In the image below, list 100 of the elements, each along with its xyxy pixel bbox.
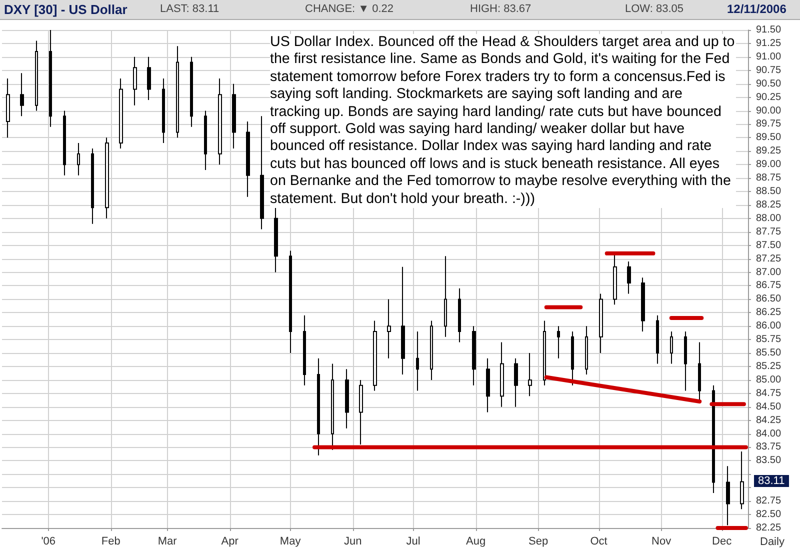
y-tick-label: 83.50 [756, 455, 782, 466]
candlestick [331, 363, 334, 450]
text: US Dollar Index. Bounced off the Head & Shoulders target area and up to the first resistance line. Same as Bonds and Gold, it's waiting for the Fed statement tomorrow before Forex traders try to form a concensus.Fed is saying soft landing. Stockmarkets are saying soft landing and are tracking up. Bonds are saying hard landing/ rate cuts but have bounced off support. Gold was saying hard landing/ weaker dollar but have bounced off resistance. Dollar Index was saying hard landing and rate cuts but has bounced off lows and is stuck beneath resistance. All eyes on Bernanke and the Fed tomorrow to maybe resolve everything with the statement. But don't hold your breath. :-))) [270, 34, 735, 207]
y-tick-label: 84.50 [756, 401, 782, 412]
candlestick [641, 277, 645, 332]
candlestick [176, 46, 179, 138]
candlestick [684, 330, 687, 392]
text: CHANGE: ▼ 0.22 [305, 3, 394, 15]
y-tick-label: 82.50 [756, 509, 782, 520]
candlestick [528, 352, 532, 397]
chart-title: DXY [30] - US Dollar [4, 2, 128, 17]
candlestick [373, 320, 377, 392]
y-tick-label: 88.00 [756, 212, 782, 224]
candlestick [91, 148, 94, 224]
x-tick-label: Dec [712, 536, 732, 548]
y-tick-label: 89.50 [756, 132, 782, 144]
candlestick [726, 466, 730, 526]
y-tick-label: 82.25 [756, 522, 782, 534]
y-tick-label: 85.75 [756, 334, 782, 346]
x-tick-label: Jul [406, 536, 420, 548]
y-tick-label: 87.75 [756, 226, 782, 238]
y-tick-label: 89.75 [756, 118, 782, 130]
y-tick-label: 84.25 [756, 414, 782, 426]
candlestick [204, 110, 207, 170]
candlestick [486, 358, 490, 413]
candlestick [571, 330, 574, 386]
candlestick [133, 56, 137, 106]
y-tick-label: 91.25 [756, 38, 782, 49]
text: LAST: 83.11 [160, 3, 220, 15]
y-tick-label: 89.00 [756, 159, 782, 170]
y-tick-label: 87.50 [756, 240, 782, 251]
candlestick [345, 368, 349, 429]
candlestick [627, 261, 631, 294]
candlestick [190, 56, 193, 128]
candlestick [218, 78, 222, 166]
y-tick-label: 86.00 [756, 320, 782, 332]
candlestick [458, 288, 461, 343]
x-tick-label: Jun [344, 536, 362, 548]
candlestick [599, 293, 603, 354]
y-tick-label: 82.75 [756, 496, 782, 507]
candlestick [289, 250, 292, 354]
candlestick [585, 326, 588, 376]
candlestick [613, 252, 617, 306]
y-tick-label: 88.50 [756, 186, 782, 198]
x-tick-label: Nov [652, 536, 672, 548]
candlestick [514, 358, 518, 408]
y-tick-label: 87.00 [756, 266, 782, 278]
x-tick-label: Feb [101, 536, 120, 548]
candlestick [359, 379, 363, 446]
candlestick [147, 56, 151, 100]
candlestick [303, 314, 306, 386]
candlestick [49, 30, 52, 128]
candlestick [387, 298, 391, 359]
candlestick [105, 137, 109, 219]
text: Daily [760, 536, 784, 548]
x-tick-label: '06 [41, 536, 56, 548]
y-tick-label: 84.75 [756, 388, 782, 399]
candlestick [246, 121, 250, 198]
candlestick [543, 320, 546, 386]
x-tick-label: Apr [221, 536, 239, 548]
candlestick [401, 266, 405, 376]
y-tick-label: 86.75 [756, 280, 782, 292]
x-tick-label: Sep [528, 536, 548, 548]
candlestick [63, 110, 66, 176]
candlestick [557, 326, 560, 359]
candlestick [20, 72, 24, 117]
y-tick-label: 85.50 [756, 348, 782, 359]
x-tick-label: Mar [158, 536, 178, 548]
candlestick [430, 320, 433, 380]
candlestick [416, 330, 419, 392]
y-tick-label: 90.00 [756, 105, 782, 116]
y-tick-label: 89.25 [756, 146, 782, 157]
y-tick-label: 84.00 [756, 428, 782, 440]
candlestick [444, 256, 447, 338]
candlestick [162, 78, 165, 144]
y-tick-label: 85.00 [756, 374, 782, 386]
candlestick [500, 342, 504, 408]
y-tick-label: 86.50 [756, 294, 782, 305]
candlestick [670, 330, 673, 364]
text: 83.11 [754, 474, 789, 487]
candlestick [317, 358, 320, 456]
y-tick-label: 88.75 [756, 172, 782, 184]
y-tick-label: 88.25 [756, 199, 782, 210]
candlestick [274, 207, 278, 273]
y-tick-label: 86.25 [756, 307, 782, 318]
text: HIGH: 83.67 [470, 3, 532, 15]
y-tick-label: 83.75 [756, 442, 782, 453]
candlestick [35, 40, 38, 112]
y-tick-label: 90.75 [756, 64, 782, 76]
candlestick [119, 78, 123, 149]
y-tick-label: 85.25 [756, 360, 782, 372]
y-tick-label: 87.25 [756, 253, 782, 264]
x-tick-label: Aug [466, 536, 486, 548]
x-tick-label: Oct [590, 536, 608, 548]
candlestick [6, 78, 10, 138]
candlestick [260, 116, 264, 230]
candlestick [712, 384, 715, 494]
y-tick-label: 90.25 [756, 92, 782, 103]
candlestick [656, 314, 659, 364]
candlestick [232, 83, 236, 149]
